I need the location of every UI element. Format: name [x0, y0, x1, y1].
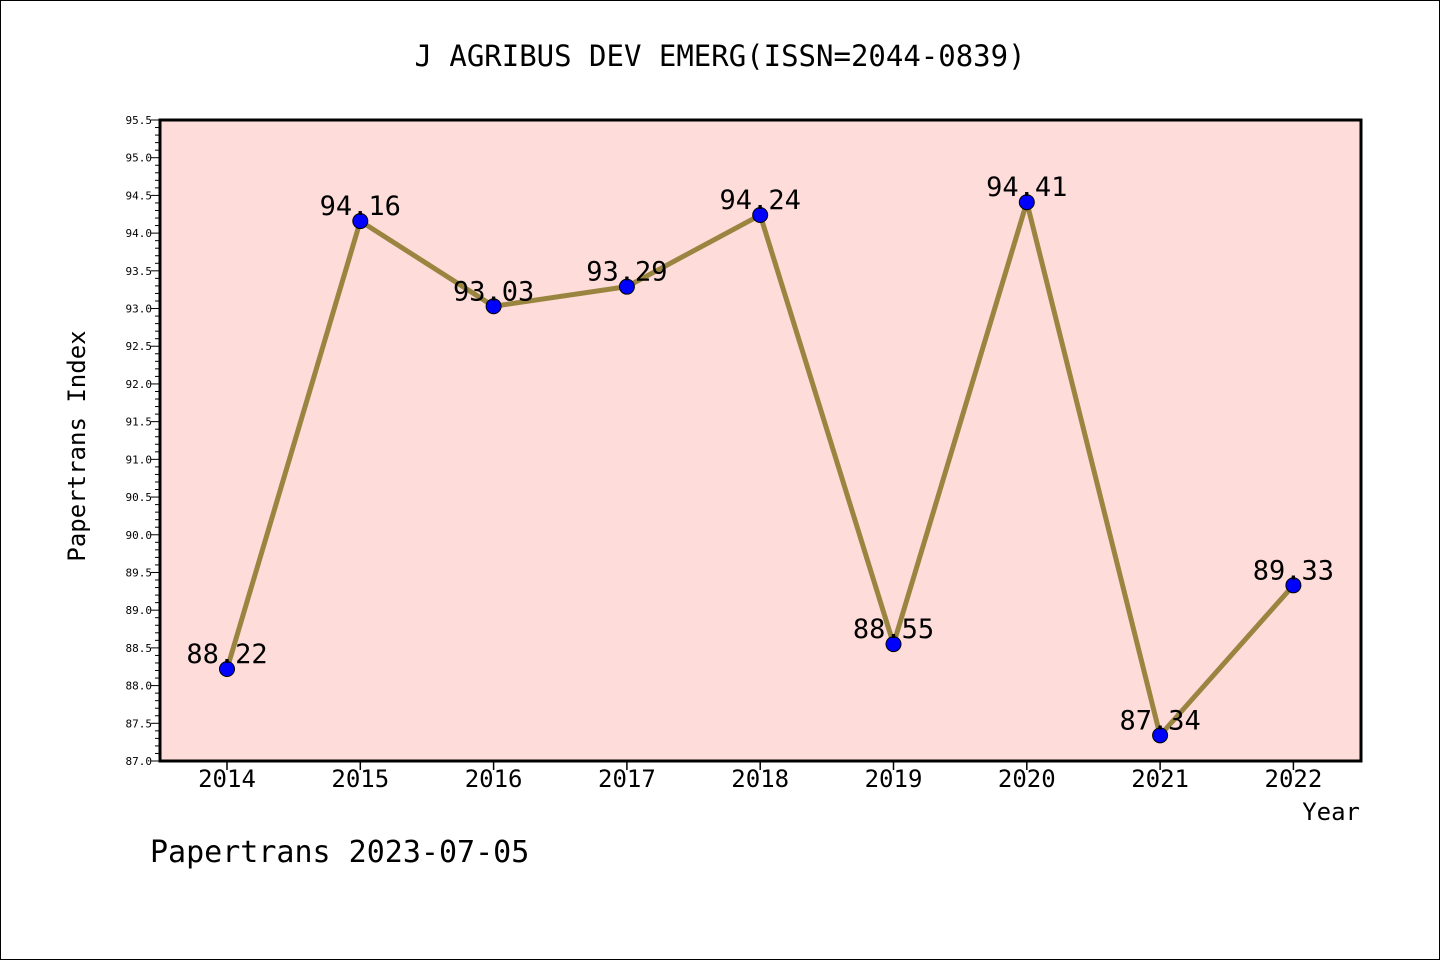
- data-label: 87.34: [1119, 705, 1200, 736]
- series-layer: [219, 194, 1302, 744]
- y-tick-label: 87.5: [126, 717, 153, 730]
- y-tick-label: 90.0: [126, 529, 153, 542]
- x-tick-label: 2014: [198, 765, 256, 793]
- data-point: [1152, 727, 1169, 744]
- y-tick-label: 92.0: [126, 378, 153, 391]
- x-axis-label: Year: [1302, 798, 1360, 826]
- data-point: [752, 207, 769, 224]
- y-tick-label: 88.0: [126, 680, 153, 693]
- data-label: 93.29: [586, 257, 667, 288]
- x-tick-label: 2015: [331, 765, 389, 793]
- y-tick-label: 92.5: [126, 340, 153, 353]
- x-tick-label: 2020: [998, 765, 1056, 793]
- y-tick-label: 95.0: [126, 152, 153, 165]
- y-tick-label: 89.0: [126, 604, 153, 617]
- y-tick-label: 89.5: [126, 566, 153, 579]
- data-label: 94.16: [320, 191, 401, 222]
- x-tick-label: 2018: [731, 765, 789, 793]
- y-tick-label: 95.5: [126, 114, 153, 127]
- data-label: 94.24: [720, 185, 801, 216]
- y-tick-label: 93.0: [126, 303, 153, 316]
- x-tick-label: 2016: [465, 765, 523, 793]
- y-tick-label: 94.5: [126, 189, 153, 202]
- x-tick-label: 2017: [598, 765, 656, 793]
- x-tick-label: 2022: [1265, 765, 1323, 793]
- y-tick-label: 88.5: [126, 642, 153, 655]
- y-tick-label: 87.0: [126, 755, 153, 768]
- data-label: 93.03: [453, 276, 534, 307]
- x-tick-label: 2019: [865, 765, 923, 793]
- data-point: [485, 298, 502, 315]
- y-tick-label: 90.5: [126, 491, 153, 504]
- data-label: 88.55: [853, 614, 934, 645]
- data-point: [1285, 577, 1302, 594]
- footer-stamp: Papertrans 2023-07-05: [150, 835, 530, 870]
- chart-title: J AGRIBUS DEV EMERG(ISSN=2044-0839): [414, 39, 1025, 73]
- data-label: 88.22: [186, 639, 267, 670]
- data-label: 89.33: [1253, 555, 1334, 586]
- data-point: [1018, 194, 1035, 211]
- y-tick-label: 91.0: [126, 453, 153, 466]
- data-point: [885, 636, 902, 653]
- data-point: [618, 278, 635, 295]
- y-tick-label: 93.5: [126, 265, 153, 278]
- data-label: 94.41: [986, 172, 1067, 203]
- data-label-layer: 88.22 94.16 93.03 93.29 94.24 88.55 94.41 87.34…: [186, 172, 1334, 736]
- data-point: [352, 213, 369, 230]
- data-point: [219, 660, 235, 677]
- y-tick-label: 91.5: [126, 416, 153, 429]
- y-axis: 87.0 87.5 88.0 88.5 89.0 89.5 90.0 90.5 91.0 91.5…: [126, 114, 160, 768]
- x-axis: 2014 2015 2016 2017 2018 2019 2020 2021 2022: [198, 761, 1322, 793]
- x-tick-label: 2021: [1131, 765, 1189, 793]
- y-tick-label: 94.0: [126, 227, 153, 240]
- y-axis-label: Papertrans Index: [63, 330, 91, 561]
